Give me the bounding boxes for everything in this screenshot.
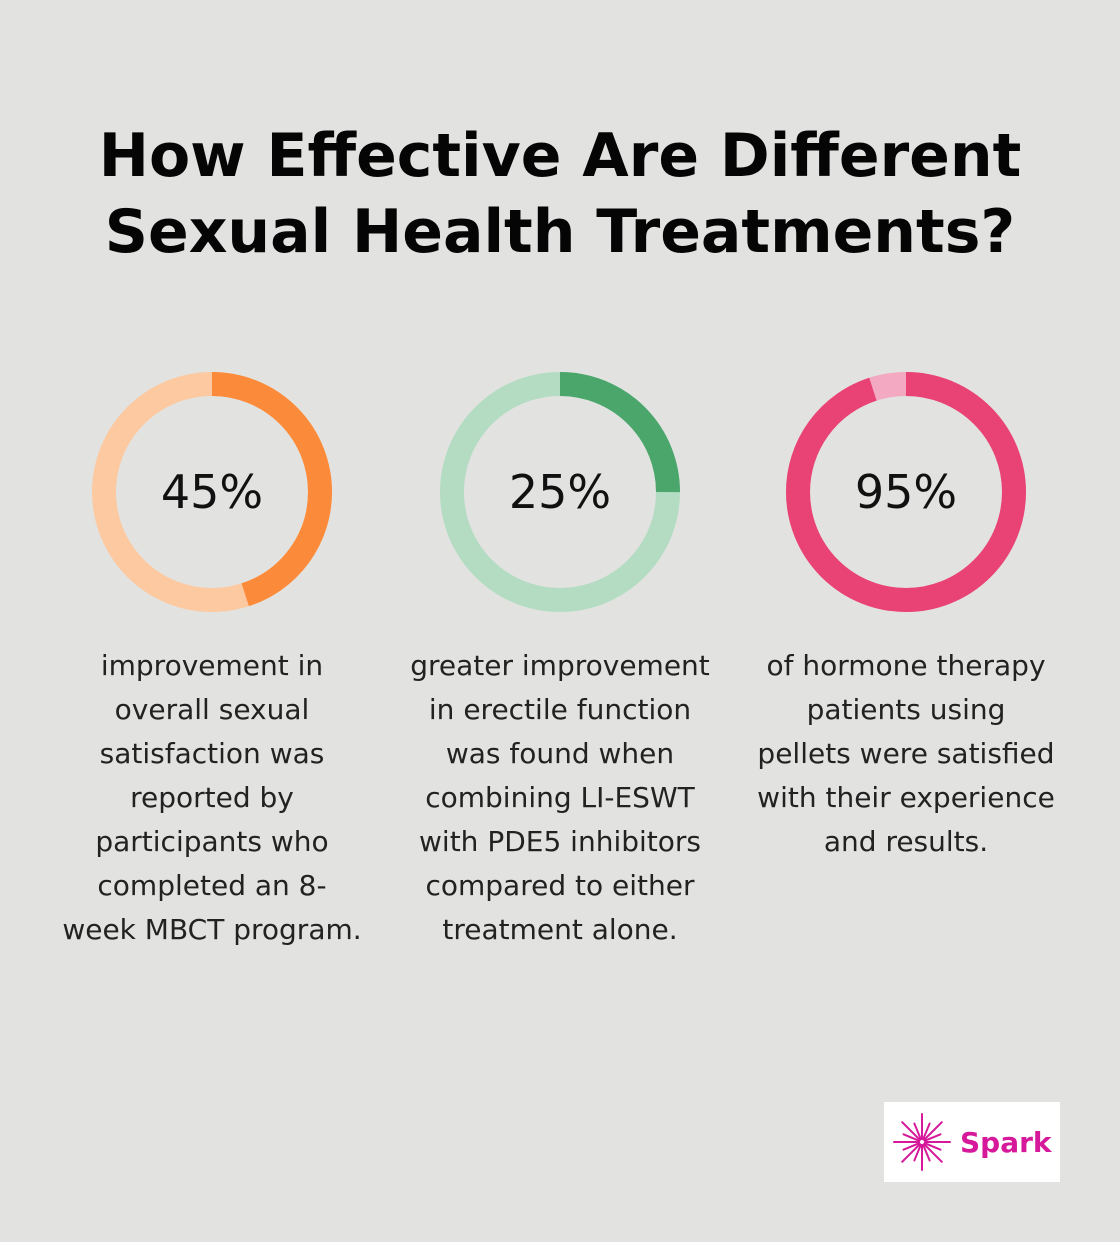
spark-ray (922, 1143, 931, 1162)
logo-text: Spark (960, 1125, 1052, 1159)
donut-arc-3 (786, 372, 1026, 612)
page-title: How Effective Are Different Sexual Healt… (0, 118, 1120, 270)
title-line-1: How Effective Are Different (98, 121, 1022, 191)
spark-ray (923, 1133, 942, 1142)
donut-arc-2 (440, 372, 680, 612)
spark-ray (923, 1143, 943, 1163)
stat-description-2: greater improvement in erectile function… (410, 649, 710, 946)
spark-ray (902, 1142, 921, 1151)
stat-value-2: 25% (508, 465, 612, 519)
spark-ray (922, 1122, 931, 1141)
spark-ray (902, 1133, 921, 1142)
stat-value-1: 45% (160, 465, 264, 519)
spark-ray (901, 1121, 921, 1141)
donut-chart-1 (92, 372, 332, 612)
spark-ray (923, 1142, 942, 1151)
stat-description-1: improvement in overall sexual satisfacti… (62, 649, 362, 946)
spark-ray (913, 1143, 922, 1162)
stat-value-3: 95% (854, 465, 958, 519)
title-line-2: Sexual Health Treatments? (104, 197, 1016, 267)
donut-chart-3 (786, 372, 1026, 612)
donut-arc-1 (92, 372, 332, 612)
stat-description-3: of hormone therapy patients using pellet… (757, 649, 1055, 858)
spark-ray (913, 1122, 922, 1141)
spark-ray (901, 1143, 921, 1163)
spark-burst-icon (893, 1113, 951, 1171)
brand-logo: Spark (884, 1102, 1060, 1182)
donut-chart-2 (440, 372, 680, 612)
spark-ray (923, 1121, 943, 1141)
